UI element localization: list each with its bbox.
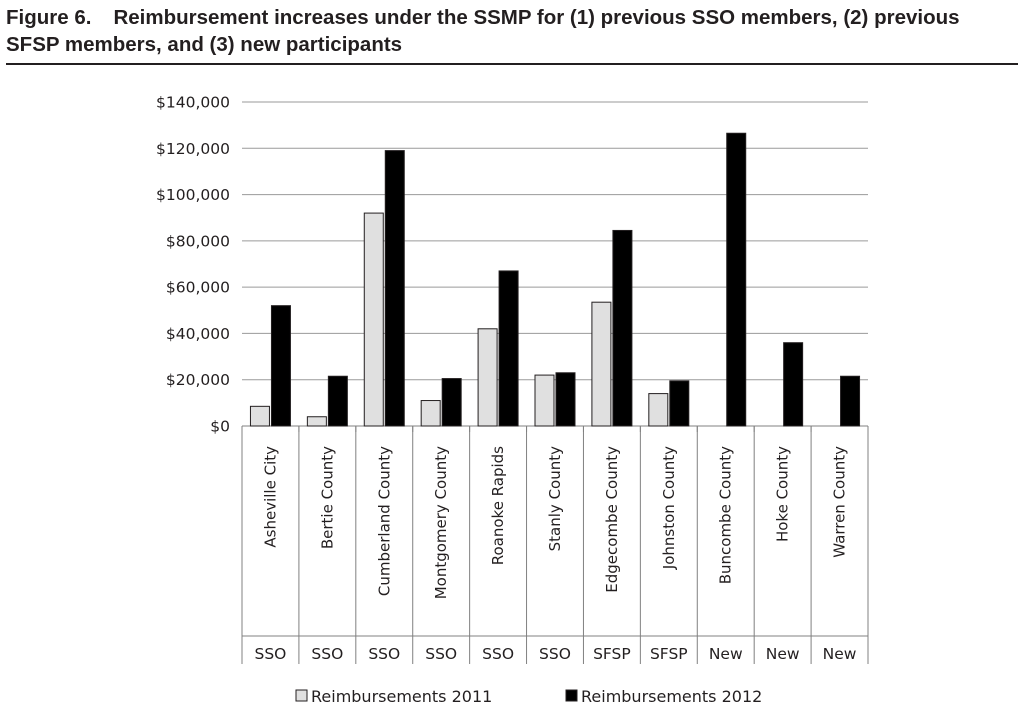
category-label: Johnston County (660, 446, 678, 570)
legend-label: Reimbursements 2011 (311, 687, 492, 706)
y-tick-label: $140,000 (156, 94, 230, 112)
legend: Reimbursements 2011 Reimbursements 2012 (295, 687, 762, 706)
category-label: Montgomery County (432, 446, 450, 599)
bar-2011 (534, 374, 555, 427)
y-tick-label: $60,000 (166, 279, 230, 297)
y-tick-label: $0 (210, 418, 230, 436)
figure-number: Figure 6. (6, 6, 92, 29)
category-label: Warren County (831, 446, 849, 558)
legend-swatch (565, 689, 578, 702)
group-label: SSO (311, 645, 343, 663)
bar-2011 (249, 405, 270, 427)
bar-2012 (441, 378, 462, 427)
bar-2012 (669, 380, 690, 427)
legend-swatch (295, 689, 308, 702)
group-label: SSO (255, 645, 287, 663)
bar-2011 (477, 328, 498, 427)
y-tick-label: $20,000 (166, 371, 230, 389)
group-label: SSO (368, 645, 400, 663)
title-rule (6, 63, 1018, 65)
bar-2012 (384, 150, 405, 427)
y-tick-label: $40,000 (166, 325, 230, 343)
bar-2012 (327, 375, 348, 427)
category-label: Edgecombe County (603, 446, 621, 593)
bar-2012 (840, 375, 861, 427)
y-tick-label: $100,000 (156, 186, 230, 204)
y-tick-label: $80,000 (166, 232, 230, 250)
figure-title: Figure 6. Reimbursement increases under t… (6, 4, 1018, 58)
category-label: Asheville City (261, 446, 279, 548)
bar-2012 (726, 132, 747, 427)
bar-2011 (591, 301, 612, 427)
category-label: Bertie County (318, 446, 336, 549)
group-label: SFSP (593, 645, 631, 663)
y-tick-label: $120,000 (156, 140, 230, 158)
group-label: New (823, 645, 857, 663)
group-label: New (709, 645, 743, 663)
category-label: Stanly County (546, 446, 564, 551)
bar-2012 (498, 270, 519, 427)
bar-2012 (783, 342, 804, 427)
legend-label: Reimbursements 2012 (581, 687, 762, 706)
bar-2012 (612, 229, 633, 427)
category-table: Asheville City SSO Bertie County SSO Cumberl… (241, 426, 869, 664)
figure-title-block: Figure 6. Reimbursement increases under t… (6, 4, 1018, 58)
group-label: SSO (539, 645, 571, 663)
bar-2011 (306, 416, 327, 427)
group-label: New (766, 645, 800, 663)
figure-caption: Reimbursement increases under the SSMP f… (6, 6, 960, 56)
category-label: Buncombe County (717, 446, 735, 584)
bar-2012 (270, 305, 291, 427)
category-label: Roanoke Rapids (489, 446, 507, 565)
y-axis-ticks: $0 $20,000 $40,000 $60,000 $80,000 $100,000 $1… (156, 94, 230, 436)
bar-2012 (555, 372, 576, 427)
bar-2011 (648, 393, 669, 427)
group-label: SSO (482, 645, 514, 663)
bar-2011 (363, 212, 384, 427)
group-label: SFSP (650, 645, 688, 663)
category-label: Hoke County (774, 446, 792, 542)
group-label: SSO (425, 645, 457, 663)
category-label: Cumberland County (375, 446, 393, 596)
bars (249, 132, 861, 427)
bar-2011 (420, 400, 441, 427)
